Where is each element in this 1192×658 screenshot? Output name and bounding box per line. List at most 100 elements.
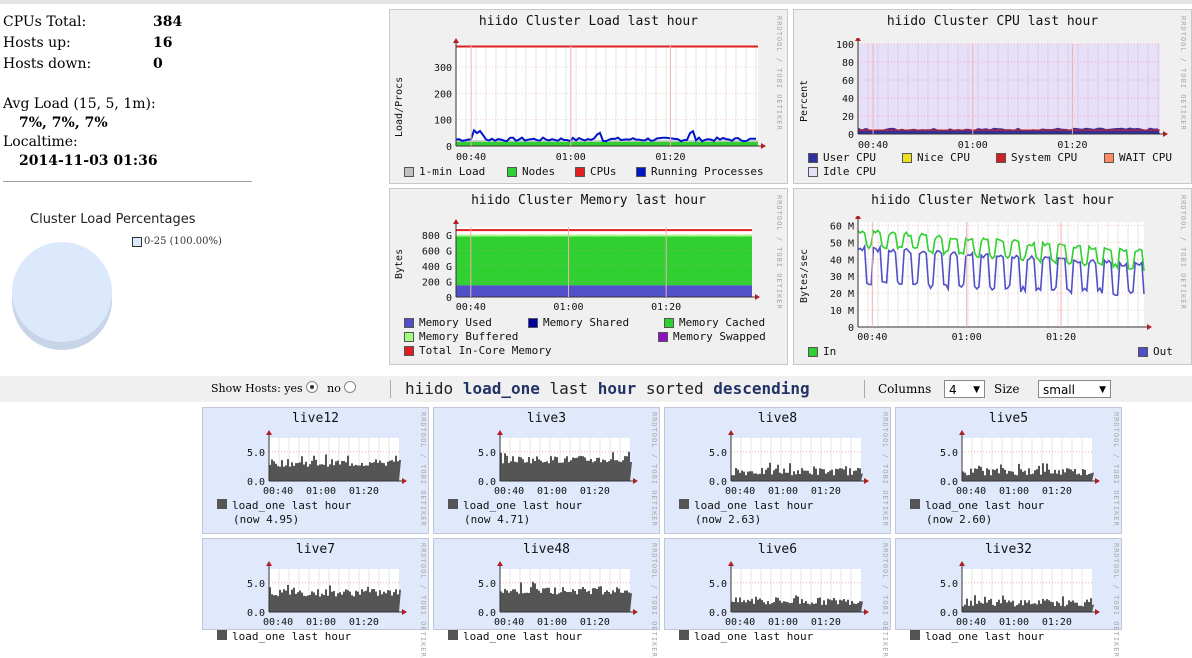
host-tile-live6[interactable]: live6 RRDTOOL / TOBI OETIKER load_one last… bbox=[664, 538, 891, 658]
host-x-arrow bbox=[402, 478, 407, 484]
load-x-arrow bbox=[761, 143, 766, 149]
load-xtick-label: 01:00 bbox=[556, 152, 586, 163]
host-load-area bbox=[500, 451, 632, 481]
cpu-ytick-label: 40 bbox=[842, 94, 854, 105]
legend-label: CPUs bbox=[590, 165, 617, 178]
cpu-ytick-label: 60 bbox=[842, 76, 854, 87]
show-hosts-yes-radio[interactable] bbox=[305, 381, 318, 393]
host-y-arrow bbox=[497, 430, 503, 435]
localtime-value: 2014-11-03 01:36 bbox=[19, 153, 158, 169]
legend-item: Running Processes bbox=[636, 165, 764, 178]
host-load-area bbox=[962, 595, 1094, 612]
pie-legend-label: 0-25 (100.00%) bbox=[144, 236, 222, 247]
legend-item: In bbox=[808, 345, 836, 358]
pie-title: Cluster Load Percentages bbox=[30, 212, 196, 227]
host-tile-live7[interactable]: live7 RRDTOOL / TOBI OETIKER load_one last… bbox=[202, 538, 429, 658]
host-legend: load_one last hour bbox=[448, 630, 582, 644]
heading-metric: load_one bbox=[462, 379, 540, 398]
host-xtick-label: 01:20 bbox=[580, 617, 610, 628]
memory-y-arrow bbox=[453, 219, 459, 224]
size-select[interactable]: small ▼ bbox=[1038, 380, 1111, 398]
host-xtick-label: 00:40 bbox=[956, 617, 986, 628]
cluster-memory-graph[interactable]: hiido Cluster Memory last hour Bytes RRD… bbox=[389, 188, 788, 365]
summary-divider bbox=[3, 181, 252, 182]
legend-label: Nice CPU bbox=[917, 151, 970, 164]
cpu-graph-title: hiido Cluster CPU last hour bbox=[886, 14, 1099, 29]
heading-cluster: hiido bbox=[405, 379, 454, 398]
host-ytick-label: 5.0 bbox=[709, 448, 727, 459]
hosts-down-value: 0 bbox=[153, 56, 163, 72]
network-out-line bbox=[857, 243, 1145, 297]
host-xtick-label: 01:00 bbox=[999, 617, 1029, 628]
host-legend: load_one last hour (now 2.63) bbox=[679, 499, 813, 527]
legend-item: CPUs bbox=[575, 165, 617, 178]
host-tile-live3[interactable]: live3 RRDTOOL / TOBI OETIKER load_one last… bbox=[433, 407, 660, 534]
legend-label: Total In-Core Memory bbox=[419, 344, 552, 357]
host-xtick-label: 01:00 bbox=[999, 486, 1029, 497]
localtime-label: Localtime: bbox=[3, 134, 78, 150]
host-tile-live32[interactable]: live32 RRDTOOL / TOBI OETIKER load_one las… bbox=[895, 538, 1122, 658]
toolbar-divider bbox=[390, 380, 391, 398]
host-load-plot: 5.0 0.000:40 01:00 01:20 bbox=[247, 561, 407, 628]
host-name: live6 bbox=[757, 542, 798, 557]
legend-swatch bbox=[996, 152, 1006, 163]
memory-buffered-area bbox=[456, 234, 752, 237]
cpu-system-line bbox=[858, 129, 1160, 131]
legend-item: System CPU bbox=[996, 151, 1077, 164]
host-view-toolbar: Show Hosts: yes no hiido load_one last h… bbox=[0, 376, 1192, 402]
host-now-value: (now 4.95) bbox=[233, 513, 300, 526]
network-ytick-label: 0 bbox=[848, 323, 854, 334]
cluster-network-graph[interactable]: hiido Cluster Network last hour Bytes/se… bbox=[793, 188, 1192, 365]
host-ytick-label: 0.0 bbox=[940, 608, 958, 619]
host-now-value: (now 2.63) bbox=[695, 513, 762, 526]
host-metric-label: load_one last hour bbox=[925, 499, 1045, 512]
host-load-area bbox=[731, 462, 863, 481]
host-name: live48 bbox=[523, 542, 570, 557]
chevron-down-icon: ▼ bbox=[1099, 385, 1106, 395]
host-name: live12 bbox=[292, 411, 339, 426]
host-tile-live48[interactable]: live48 RRDTOOL / TOBI OETIKER load_one las… bbox=[433, 538, 660, 658]
host-xtick-label: 01:20 bbox=[580, 486, 610, 497]
host-tile-live12[interactable]: live12 RRDTOOL / TOBI OETIKER load_one las… bbox=[202, 407, 429, 534]
host-ytick-label: 5.0 bbox=[478, 579, 496, 590]
host-x-arrow bbox=[633, 609, 638, 615]
network-y-arrow bbox=[855, 216, 861, 219]
show-hosts-control: Show Hosts: yes no bbox=[211, 376, 356, 402]
cluster-load-pie: Cluster Load Percentages 0-25 (100.00%) bbox=[10, 212, 250, 362]
hosts-up-label: Hosts up: bbox=[3, 35, 71, 51]
host-tile-live5[interactable]: live5 RRDTOOL / TOBI OETIKER load_one last… bbox=[895, 407, 1122, 534]
legend-swatch bbox=[575, 166, 585, 177]
network-ytick-label: 40 M bbox=[830, 255, 854, 266]
memory-ytick-label: 600 G bbox=[422, 246, 452, 257]
host-name: live3 bbox=[526, 411, 567, 426]
host-ytick-label: 0.0 bbox=[478, 608, 496, 619]
cpu-user-area bbox=[858, 127, 1160, 134]
host-load-plot: 5.0 0.000:40 01:00 01:20 bbox=[940, 430, 1100, 497]
legend-label: 1-min Load bbox=[419, 165, 486, 178]
host-metric-label: load_one last hour bbox=[463, 499, 583, 512]
host-x-arrow bbox=[402, 609, 407, 615]
cpu-ytick-label: 0 bbox=[848, 130, 854, 141]
cpu-x-arrow bbox=[1163, 131, 1168, 137]
cluster-cpu-graph[interactable]: hiido Cluster CPU last hour Percent RRDT… bbox=[793, 9, 1192, 184]
pie-slice-0-25 bbox=[12, 242, 112, 342]
load-y-arrow bbox=[453, 38, 459, 43]
host-tile-live8[interactable]: live8 RRDTOOL / TOBI OETIKER load_one last… bbox=[664, 407, 891, 534]
host-xtick-label: 01:00 bbox=[537, 486, 567, 497]
legend-swatch bbox=[404, 166, 414, 177]
heading-last: last bbox=[549, 379, 589, 398]
load-ytick-label: 300 bbox=[434, 63, 452, 74]
network-in-line bbox=[857, 229, 1145, 272]
host-ytick-label: 5.0 bbox=[709, 579, 727, 590]
host-ytick-label: 5.0 bbox=[940, 448, 958, 459]
cluster-load-graph[interactable]: hiido Cluster Load last hour Load/Procs … bbox=[389, 9, 788, 184]
show-hosts-no-radio[interactable] bbox=[343, 381, 356, 393]
legend-label: System CPU bbox=[1011, 151, 1078, 164]
cpu-xtick-label: 01:00 bbox=[958, 140, 988, 151]
legend-swatch bbox=[902, 152, 912, 163]
host-metric-label: load_one last hour bbox=[694, 499, 814, 512]
columns-select[interactable]: 4 ▼ bbox=[944, 380, 985, 398]
legend-item: WAIT CPU bbox=[1104, 151, 1172, 164]
host-load-plot: 5.0 0.000:40 01:00 01:20 bbox=[247, 430, 407, 497]
host-load-area bbox=[500, 581, 632, 612]
